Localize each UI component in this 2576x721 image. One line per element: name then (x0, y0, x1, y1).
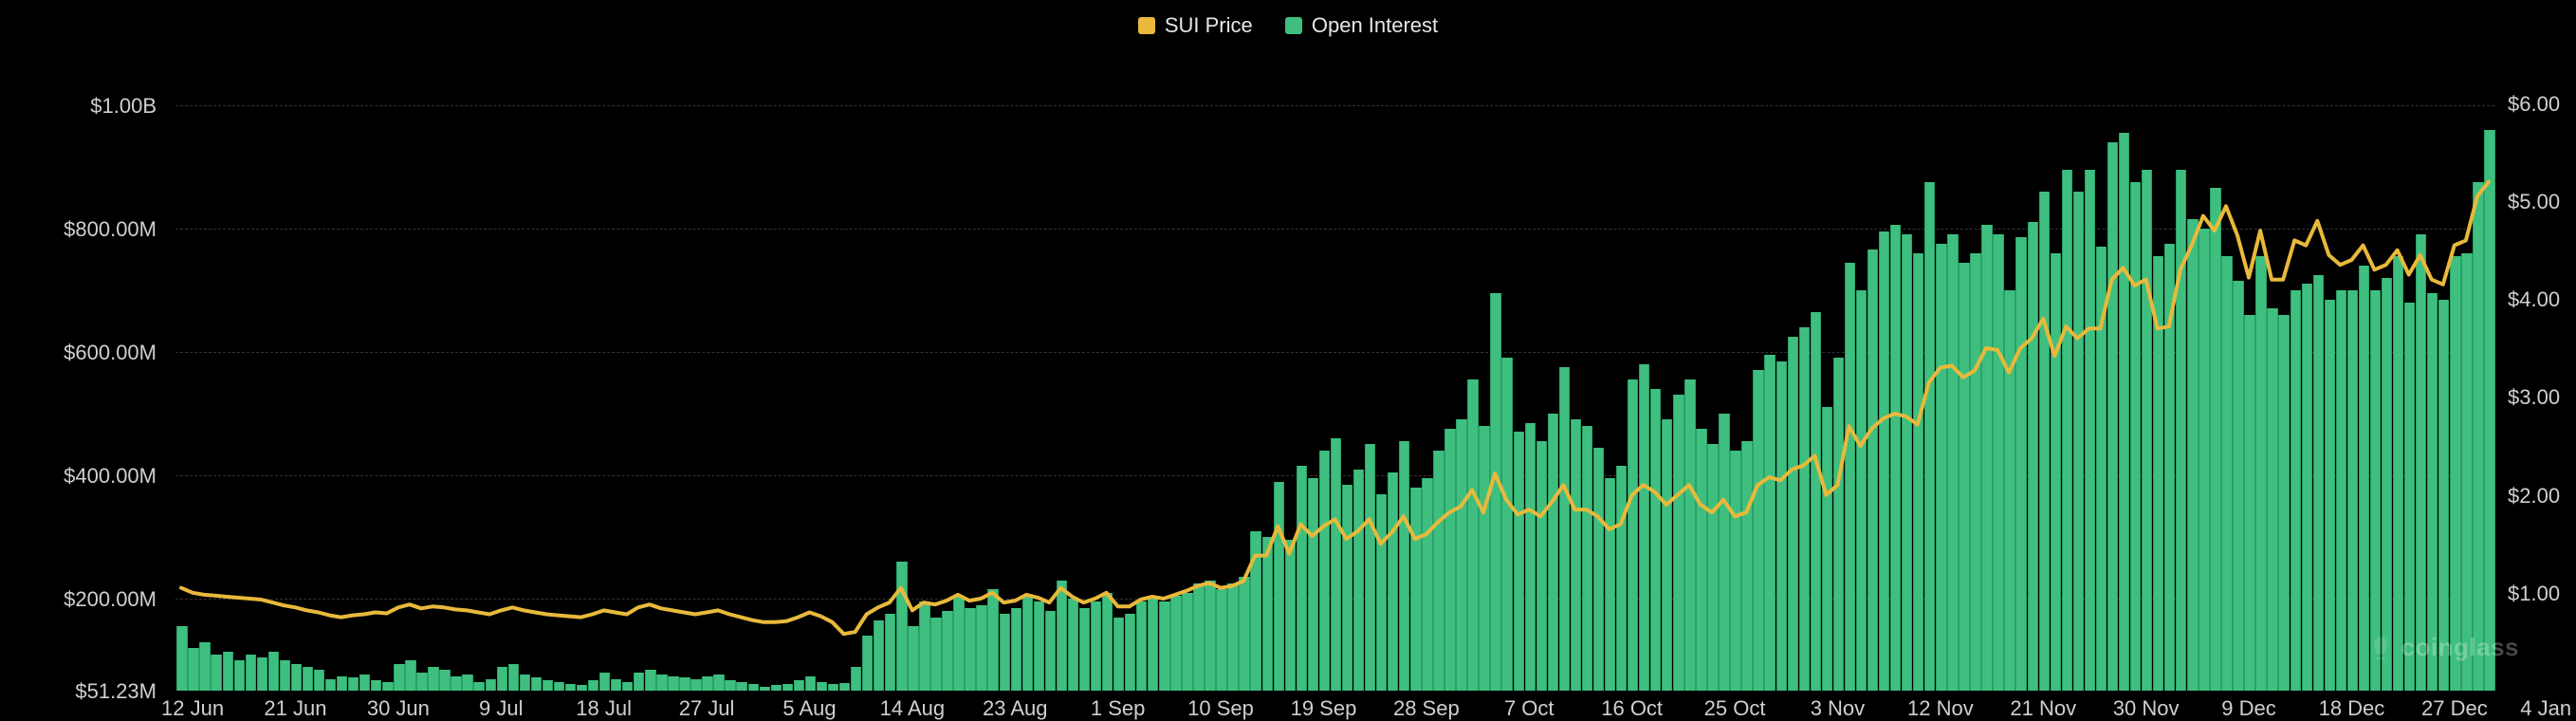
x-tick-label: 1 Sep (1091, 696, 1146, 721)
watermark-icon (2367, 635, 2394, 661)
x-tick-label: 3 Nov (1811, 696, 1865, 721)
x-tick-label: 9 Dec (2221, 696, 2275, 721)
y-right-tick-label: $5.00 (2508, 190, 2560, 214)
x-tick-label: 7 Oct (1504, 696, 1555, 721)
chart-legend: SUI Price Open Interest (0, 13, 2576, 40)
x-tick-label: 14 Aug (880, 696, 946, 721)
x-tick-label: 12 Jun (161, 696, 224, 721)
x-tick-label: 9 Jul (479, 696, 523, 721)
y-right-tick-label: $4.00 (2508, 287, 2560, 312)
x-tick-label: 10 Sep (1187, 696, 1254, 721)
watermark-text: coinglass (2401, 633, 2519, 662)
y-left-tick-label: $800.00M (0, 217, 156, 242)
y-left-tick-label: $1.00B (0, 94, 156, 119)
x-tick-label: 30 Jun (367, 696, 430, 721)
y-right-tick-label: $2.00 (2508, 484, 2560, 508)
y-left-tick-label: $200.00M (0, 587, 156, 612)
plot-area (175, 74, 2494, 691)
legend-item-price: SUI Price (1138, 13, 1253, 38)
x-tick-label: 4 Jan (2520, 696, 2571, 721)
legend-label-price: SUI Price (1165, 13, 1253, 38)
y-left-tick-label: $600.00M (0, 341, 156, 365)
legend-label-oi: Open Interest (1312, 13, 1438, 38)
x-tick-label: 12 Nov (1907, 696, 1974, 721)
x-tick-label: 27 Jul (679, 696, 735, 721)
y-right-tick-label: $1.00 (2508, 582, 2560, 606)
x-tick-label: 21 Jun (264, 696, 326, 721)
x-tick-label: 28 Sep (1393, 696, 1460, 721)
y-right-tick-label: $3.00 (2508, 385, 2560, 410)
x-tick-label: 23 Aug (983, 696, 1048, 721)
chart-root: SUI Price Open Interest coinglass $51.23… (0, 0, 2576, 719)
x-tick-label: 5 Aug (782, 696, 836, 721)
price-line (175, 74, 2494, 691)
x-tick-label: 18 Dec (2319, 696, 2385, 721)
watermark: coinglass (2367, 633, 2519, 662)
x-tick-label: 21 Nov (2010, 696, 2076, 721)
x-tick-label: 27 Dec (2421, 696, 2488, 721)
legend-swatch-oi (1285, 17, 1302, 34)
x-tick-label: 18 Jul (576, 696, 632, 721)
x-tick-label: 25 Oct (1704, 696, 1766, 721)
x-tick-label: 30 Nov (2113, 696, 2180, 721)
legend-swatch-price (1138, 17, 1155, 34)
x-tick-label: 16 Oct (1601, 696, 1663, 721)
x-tick-label: 19 Sep (1291, 696, 1357, 721)
legend-item-oi: Open Interest (1285, 13, 1438, 38)
y-right-tick-label: $6.00 (2508, 92, 2560, 117)
y-left-tick-label: $400.00M (0, 464, 156, 489)
y-left-tick-label: $51.23M (0, 679, 156, 704)
